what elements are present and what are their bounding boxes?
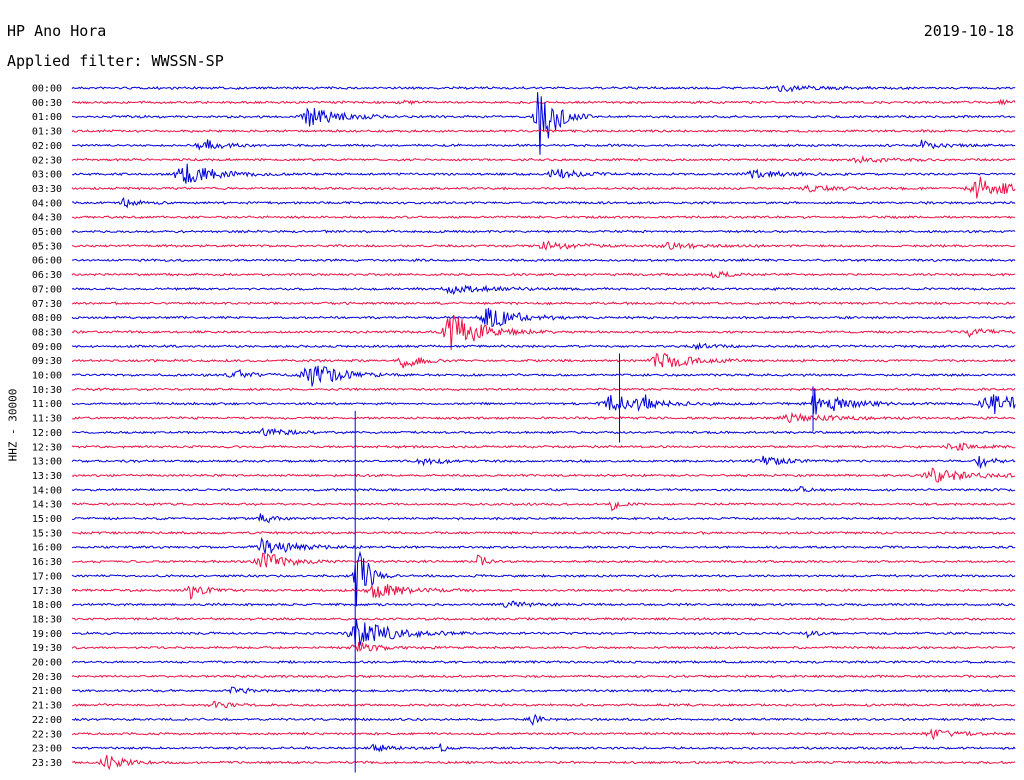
tick-label: 18:30 <box>32 614 62 625</box>
trace-line <box>71 229 1016 234</box>
tick-label: 13:30 <box>32 471 62 482</box>
tick-label: 04:00 <box>32 198 62 209</box>
tick-label: 06:00 <box>32 256 62 267</box>
date-label: 2019-10-18 <box>923 22 1014 40</box>
tick-label: 17:30 <box>32 586 62 597</box>
trace-line <box>71 163 1016 184</box>
filter-label: Applied filter: WWSSN-SP <box>7 52 224 70</box>
trace-line <box>71 301 1016 306</box>
tick-label: 03:30 <box>32 184 62 195</box>
trace-line <box>71 686 1016 695</box>
trace-line <box>71 743 1016 753</box>
trace-line <box>71 754 1016 771</box>
trace-line <box>71 139 1016 151</box>
tick-label: 07:00 <box>32 284 62 295</box>
trace-line <box>71 129 1016 134</box>
trace-line <box>71 674 1016 679</box>
trace-line <box>71 700 1016 709</box>
trace-line <box>71 387 1016 392</box>
trace-line <box>71 240 1016 251</box>
tick-label: 21:30 <box>32 701 62 712</box>
trace-line <box>71 659 1016 665</box>
tick-label: 12:30 <box>32 442 62 453</box>
trace-line <box>71 84 1016 93</box>
trace-line <box>71 619 1016 646</box>
tick-label: 23:30 <box>32 758 62 769</box>
trace-line <box>71 314 1016 350</box>
tick-label: 12:00 <box>32 428 62 439</box>
trace-line <box>71 550 1016 607</box>
tick-label: 15:30 <box>32 528 62 539</box>
trace-line <box>71 485 1016 493</box>
trace-line <box>71 713 1016 726</box>
tick-label: 01:00 <box>32 112 62 123</box>
trace-line <box>72 258 1016 263</box>
tick-label: 09:00 <box>32 342 62 353</box>
tick-label: 15:00 <box>32 514 62 525</box>
station-title: HP Ano Hora <box>7 22 107 40</box>
trace-line <box>71 641 1016 652</box>
tick-label: 21:00 <box>32 686 62 697</box>
tick-label: 20:00 <box>32 658 62 669</box>
trace-line <box>71 197 1016 209</box>
tick-label: 14:00 <box>32 485 62 496</box>
trace-line <box>71 728 1016 741</box>
tick-label: 08:30 <box>32 327 62 338</box>
trace-line <box>71 467 1016 483</box>
tick-label: 00:00 <box>32 84 62 95</box>
tick-label: 04:30 <box>32 213 62 224</box>
trace-line <box>71 176 1016 199</box>
tick-label: 00:30 <box>32 98 62 109</box>
tick-label: 14:30 <box>32 500 62 511</box>
tick-label: 19:00 <box>32 629 62 640</box>
tick-label: 10:00 <box>32 371 62 382</box>
tick-label: 05:30 <box>32 241 62 252</box>
trace-line <box>71 537 1016 554</box>
trace-line <box>71 500 1016 512</box>
trace-line <box>71 600 1016 608</box>
tick-label: 10:30 <box>32 385 62 396</box>
tick-label: 18:00 <box>32 600 62 611</box>
trace-line <box>71 584 1016 601</box>
tick-label: 02:00 <box>32 141 62 152</box>
trace-line <box>71 552 1016 568</box>
trace-line <box>71 284 1016 296</box>
tick-label: 17:00 <box>32 571 62 582</box>
trace-line <box>71 455 1016 469</box>
tick-label: 05:00 <box>32 227 62 238</box>
trace-line <box>71 442 1016 451</box>
tick-label: 22:00 <box>32 715 62 726</box>
tick-label: 02:30 <box>32 155 62 166</box>
tick-label: 07:30 <box>32 299 62 310</box>
tick-label: 22:30 <box>32 729 62 740</box>
tick-label: 20:30 <box>32 672 62 683</box>
trace-line <box>71 530 1016 536</box>
tick-label: 11:00 <box>32 399 62 410</box>
tick-label: 11:30 <box>32 414 62 425</box>
trace-line <box>71 352 1016 369</box>
tick-label: 03:00 <box>32 170 62 181</box>
tick-label: 01:30 <box>32 127 62 138</box>
trace-line <box>71 389 1016 415</box>
tick-label: 16:00 <box>32 543 62 554</box>
trace-line <box>71 513 1016 524</box>
trace-line <box>71 154 1016 164</box>
tick-label: 09:30 <box>32 356 62 367</box>
tick-label: 16:30 <box>32 557 62 568</box>
trace-line <box>71 411 1016 424</box>
tick-label: 06:30 <box>32 270 62 281</box>
trace-line <box>71 341 1016 351</box>
tick-label: 08:00 <box>32 313 62 324</box>
trace-line <box>71 270 1016 279</box>
trace-line <box>71 98 1016 106</box>
tick-label: 19:30 <box>32 643 62 654</box>
trace-line <box>72 427 1016 437</box>
tick-label: 23:00 <box>32 744 62 755</box>
trace-line <box>71 616 1016 621</box>
tick-label: 13:00 <box>32 457 62 468</box>
trace-line <box>72 215 1016 220</box>
trace-line <box>71 307 1016 328</box>
trace-line <box>71 365 1016 387</box>
